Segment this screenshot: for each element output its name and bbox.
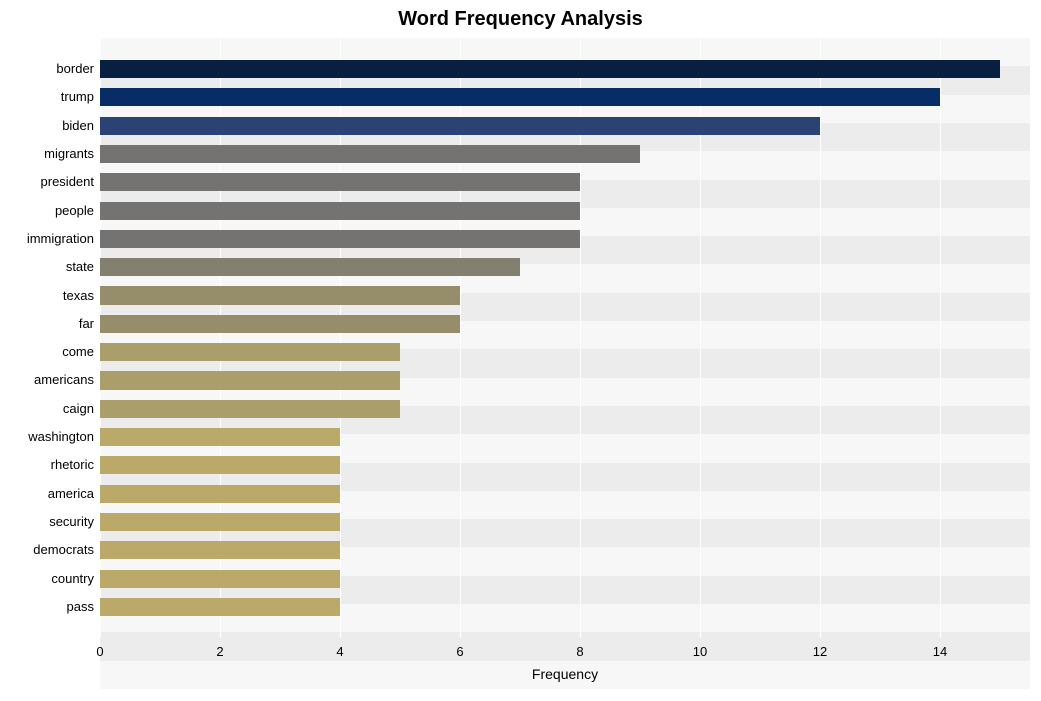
bar — [100, 570, 340, 588]
x-axis-title: Frequency — [100, 666, 1030, 682]
bar — [100, 513, 340, 531]
y-tick-label: texas — [0, 287, 94, 305]
y-tick-label: biden — [0, 117, 94, 135]
y-tick-label: far — [0, 315, 94, 333]
bar — [100, 541, 340, 559]
y-tick-label: caign — [0, 400, 94, 418]
bar — [100, 258, 520, 276]
bar — [100, 371, 400, 389]
plot-area — [100, 38, 1030, 638]
bar — [100, 145, 640, 163]
y-tick-label: democrats — [0, 541, 94, 559]
y-tick-label: president — [0, 173, 94, 191]
bar — [100, 598, 340, 616]
y-tick-label: immigration — [0, 230, 94, 248]
bar — [100, 202, 580, 220]
bar — [100, 173, 580, 191]
y-tick-label: people — [0, 202, 94, 220]
y-tick-label: border — [0, 60, 94, 78]
y-tick-label: rhetoric — [0, 456, 94, 474]
plot-stripe — [100, 632, 1030, 660]
gridline — [940, 38, 941, 638]
bar — [100, 230, 580, 248]
x-tick-label: 2 — [216, 644, 223, 659]
bar — [100, 428, 340, 446]
chart-title: Word Frequency Analysis — [0, 8, 1041, 31]
y-tick-label: security — [0, 513, 94, 531]
x-tick-label: 6 — [456, 644, 463, 659]
bar — [100, 117, 820, 135]
word-frequency-chart: Word Frequency Analysis Frequency border… — [0, 0, 1041, 701]
bar — [100, 343, 400, 361]
bar — [100, 456, 340, 474]
y-tick-label: washington — [0, 428, 94, 446]
x-tick-label: 12 — [813, 644, 827, 659]
bar — [100, 88, 940, 106]
bar — [100, 60, 1000, 78]
x-tick-label: 14 — [933, 644, 947, 659]
x-tick-label: 0 — [96, 644, 103, 659]
bar — [100, 315, 460, 333]
x-tick-label: 8 — [576, 644, 583, 659]
y-tick-label: america — [0, 485, 94, 503]
bar — [100, 485, 340, 503]
y-tick-label: americans — [0, 371, 94, 389]
y-tick-label: state — [0, 258, 94, 276]
bar — [100, 286, 460, 304]
gridline — [820, 38, 821, 638]
bar — [100, 400, 400, 418]
x-tick-label: 10 — [693, 644, 707, 659]
y-tick-label: come — [0, 343, 94, 361]
y-tick-label: trump — [0, 88, 94, 106]
y-tick-label: pass — [0, 598, 94, 616]
y-tick-label: country — [0, 570, 94, 588]
x-tick-label: 4 — [336, 644, 343, 659]
y-tick-label: migrants — [0, 145, 94, 163]
